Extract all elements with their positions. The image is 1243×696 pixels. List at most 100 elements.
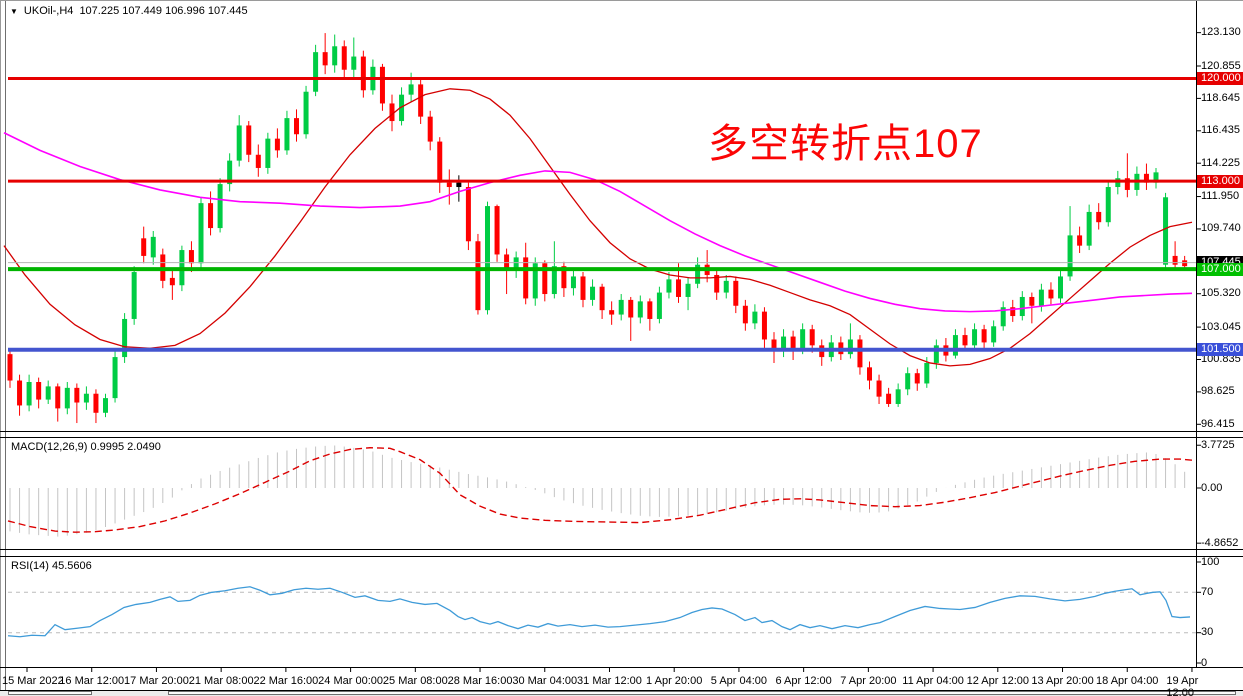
date-label: 30 Mar 04:00 xyxy=(512,675,578,687)
candle-body xyxy=(322,52,328,66)
candle-body xyxy=(924,362,930,384)
rsi-value: 45.5606 xyxy=(51,560,92,572)
price-axis-label: 96.415 xyxy=(1201,417,1235,430)
price-axis-label: 111.950 xyxy=(1201,190,1240,203)
candle-body xyxy=(656,292,662,319)
ma-slow-line[interactable] xyxy=(3,132,1193,313)
candle-body xyxy=(742,305,748,324)
price-axis-label: 98.625 xyxy=(1201,385,1235,398)
candle-body xyxy=(599,286,605,311)
candle-body xyxy=(952,335,958,356)
candle-body xyxy=(905,373,911,390)
candle-body xyxy=(1153,172,1159,183)
candle-body xyxy=(45,386,51,400)
candle-body xyxy=(551,266,557,295)
rsi-line[interactable] xyxy=(7,586,1191,638)
candle-body xyxy=(570,276,576,289)
candle-body xyxy=(36,381,42,400)
scrollbar-segment[interactable] xyxy=(168,691,1236,695)
date-label: 11 Apr 04:00 xyxy=(902,675,964,687)
date-label: 15 Mar 2022 xyxy=(2,675,64,687)
candle-body xyxy=(150,236,156,258)
title-ohlc: 107.225 107.449 106.996 107.445 xyxy=(79,5,248,17)
price-badge-107.000: 107.000 xyxy=(1197,262,1243,276)
macd-axis-label: 0.00 xyxy=(1201,481,1223,494)
candle-body xyxy=(513,257,519,271)
candle-body xyxy=(198,203,204,264)
candle-body xyxy=(1143,173,1149,183)
candle-body xyxy=(1029,296,1035,306)
macd-signal-line[interactable] xyxy=(7,447,1193,533)
candle-body xyxy=(590,286,596,300)
candle-body xyxy=(122,318,128,358)
candle-body xyxy=(265,138,271,168)
price-badge-120.000: 120.000 xyxy=(1197,72,1243,86)
candle-body xyxy=(542,263,548,295)
macd-axis-label: -4.8652 xyxy=(1201,536,1239,549)
price-axis-label: 105.320 xyxy=(1201,287,1241,300)
price-badge-101.500: 101.500 xyxy=(1197,343,1243,357)
candle-body xyxy=(379,66,385,104)
candle-body xyxy=(895,389,901,404)
date-label: 24 Mar 00:00 xyxy=(318,675,384,687)
candle-body xyxy=(399,94,405,122)
candle-body xyxy=(1038,289,1044,306)
candle-body xyxy=(55,386,61,409)
date-label: 21 Mar 08:00 xyxy=(188,675,254,687)
ma-fast-line[interactable] xyxy=(3,88,1193,367)
date-label: 17 Mar 20:00 xyxy=(124,675,189,687)
window-left-border xyxy=(0,1,7,696)
candle-body xyxy=(341,46,347,70)
candle-body xyxy=(580,276,586,300)
candle-body xyxy=(7,354,13,381)
candle-body xyxy=(456,182,462,188)
scrollbar-segment[interactable] xyxy=(8,691,92,695)
candle-body xyxy=(1019,296,1025,317)
candle-body xyxy=(274,138,280,151)
candle-body xyxy=(1048,289,1054,299)
candle-body xyxy=(790,336,796,350)
candle-body xyxy=(227,160,233,185)
candle-body xyxy=(389,103,395,122)
price-badge-113.000: 113.000 xyxy=(1197,174,1243,188)
candle-body xyxy=(17,380,23,406)
candle-body xyxy=(408,84,414,95)
candle-body xyxy=(771,339,777,352)
candle-body xyxy=(523,257,529,299)
candle-body xyxy=(752,311,758,324)
date-label: 5 Apr 04:00 xyxy=(710,675,768,687)
macd-label: MACD(12,26,9) xyxy=(11,441,88,453)
macd-values: 0.9995 2.0490 xyxy=(90,441,161,453)
date-label: 31 Mar 12:00 xyxy=(577,675,642,687)
candle-body xyxy=(809,329,815,346)
candle-body xyxy=(1058,276,1063,299)
candle-body xyxy=(666,279,672,293)
date-label: 25 Mar 08:00 xyxy=(382,675,448,687)
candle-body xyxy=(112,357,118,399)
price-axis-label: 120.855 xyxy=(1201,59,1241,72)
candle-body xyxy=(83,393,89,403)
candle-body xyxy=(714,274,720,293)
candle-body xyxy=(781,336,787,352)
price-axis-label: 123.130 xyxy=(1201,26,1241,39)
candle-body xyxy=(437,141,443,183)
candle-body xyxy=(886,393,892,404)
candle-body xyxy=(733,280,739,306)
candle-body xyxy=(618,299,624,315)
candle-body xyxy=(360,56,366,91)
date-label: 18 Apr 04:00 xyxy=(1096,675,1159,687)
candle-body xyxy=(628,299,634,318)
candle-body xyxy=(351,56,357,70)
candle-body xyxy=(676,279,681,297)
candle-body xyxy=(647,301,653,319)
candle-body xyxy=(867,367,872,381)
candle-body xyxy=(74,387,80,403)
price-axis-label: 109.740 xyxy=(1201,222,1241,235)
candle-body xyxy=(418,84,424,117)
rsi-axis-label: 70 xyxy=(1201,585,1214,598)
annotation-text[interactable]: 多空转折点107 xyxy=(708,122,983,166)
candle-body xyxy=(914,373,920,384)
symbol-dropdown-icon[interactable]: ▼ xyxy=(10,6,18,16)
candle-body xyxy=(103,398,108,413)
